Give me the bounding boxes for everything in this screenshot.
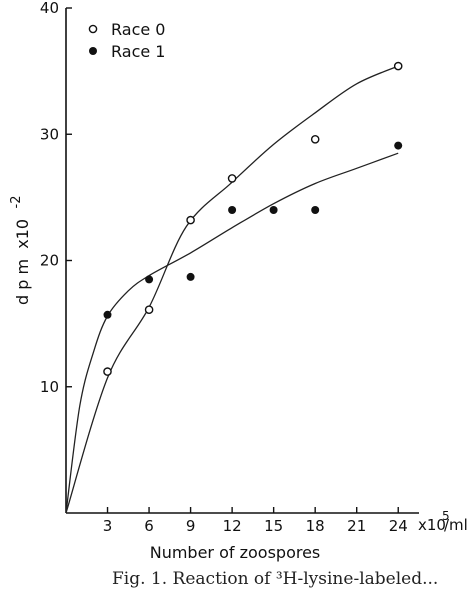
x-tick-label: 24 (389, 517, 408, 535)
data-point-race-0 (227, 174, 237, 183)
x-tick-label: 21 (347, 517, 366, 535)
plot-area: 10 20 30 40 3 6 9 12 15 18 21 24 (40, 0, 419, 535)
data-points (103, 61, 403, 376)
y-axis-label: d p m x10 (13, 219, 32, 305)
y-axis-label-exponent: -2 (9, 196, 24, 209)
data-point-race-0 (103, 367, 112, 376)
legend-label-race-1: Race 1 (111, 42, 165, 61)
y-ticks: 10 20 30 40 (40, 0, 72, 396)
y-tick-label: 30 (40, 125, 59, 143)
data-point-race-0 (186, 215, 195, 225)
data-point-race-1 (103, 310, 112, 319)
x-tick-label: 18 (306, 517, 325, 535)
data-point-race-1 (394, 141, 403, 150)
x-tick-label: 12 (223, 517, 242, 535)
data-point-race-1 (269, 206, 278, 214)
x-unit-suffix: x10 (418, 516, 446, 534)
legend-marker-race-1 (89, 47, 97, 55)
data-point-race-0 (393, 61, 403, 71)
y-tick-label: 10 (40, 378, 59, 396)
x-unit: x10 5 /ml (418, 509, 468, 534)
fitted-curves (65, 65, 399, 514)
figure-caption: Fig. 1. Reaction of ³H-lysine-labeled... (112, 569, 439, 589)
legend-label-race-0: Race 0 (111, 20, 165, 39)
data-point-race-1 (311, 206, 320, 214)
x-unit-exponent: 5 (442, 509, 450, 523)
data-point-race-0 (144, 305, 154, 315)
x-ticks: 3 6 9 12 15 18 21 24 (103, 507, 408, 535)
data-point-race-0 (310, 134, 320, 144)
x-tick-label: 3 (103, 517, 113, 535)
legend-marker-race-0 (88, 24, 98, 34)
y-tick-label: 40 (40, 0, 59, 17)
data-point-race-1 (145, 275, 154, 284)
x-tick-label: 15 (264, 517, 283, 535)
y-tick-label: 20 (40, 252, 59, 270)
legend: Race 0 Race 1 (88, 20, 165, 61)
x-axis-label: Number of zoospores (150, 543, 321, 562)
data-point-race-1 (186, 272, 195, 281)
fitted-curve-race-0 (65, 65, 399, 514)
fitted-curve-race-1 (65, 152, 399, 514)
y-axis-title: d p m x10 -2 (9, 196, 32, 306)
x-tick-label: 6 (144, 517, 154, 535)
x-tick-label: 9 (186, 517, 196, 535)
data-point-race-1 (228, 206, 237, 214)
x-unit-tail: /ml (444, 516, 468, 534)
